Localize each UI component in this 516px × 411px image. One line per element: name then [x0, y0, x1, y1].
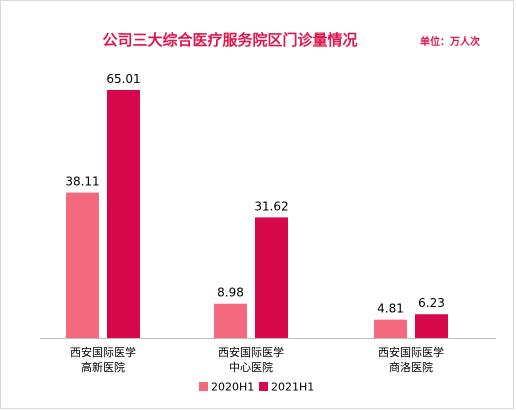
- category-label: 中心医院: [229, 360, 273, 374]
- category-label: 商洛医院: [389, 360, 433, 374]
- category-label: 西安国际医学: [218, 345, 284, 359]
- bar-2021H1-1: [107, 90, 140, 338]
- chart-title: 公司三大综合医疗服务院区门诊量情况: [102, 31, 358, 49]
- legend-swatch-2020H1: [199, 382, 208, 391]
- bar-2020H1-1: [66, 192, 99, 338]
- value-label: 31.62: [254, 199, 288, 213]
- bar-2021H1-2: [255, 217, 288, 338]
- value-label: 65.01: [106, 72, 140, 86]
- category-label: 西安国际医学: [378, 345, 444, 359]
- category-label: 高新医院: [81, 360, 125, 374]
- value-label: 6.23: [418, 296, 445, 310]
- legend-swatch-2021H1: [259, 382, 268, 391]
- value-label: 8.98: [217, 286, 244, 300]
- bar-2020H1-2: [214, 303, 247, 338]
- legend-label-2021H1: 2021H1: [271, 381, 314, 394]
- bar-2020H1-3: [374, 319, 407, 338]
- category-label: 西安国际医学: [70, 345, 136, 359]
- unit-label: 单位：万人次: [420, 37, 480, 48]
- bar-2021H1-3: [415, 314, 448, 338]
- legend-label-2020H1: 2020H1: [211, 381, 254, 394]
- value-label: 38.11: [65, 175, 99, 189]
- value-label: 4.81: [377, 302, 404, 316]
